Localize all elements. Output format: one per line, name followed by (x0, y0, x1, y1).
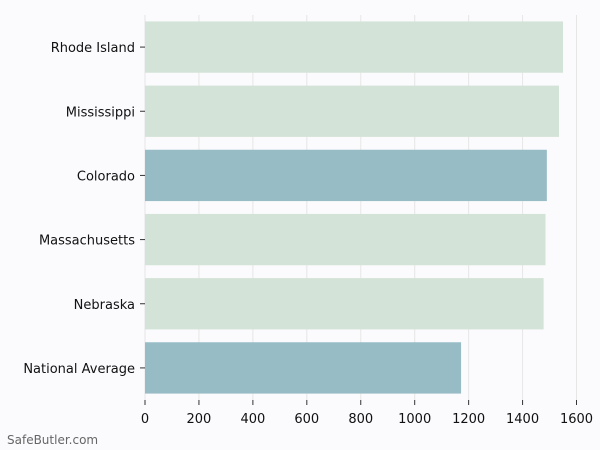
bar (145, 342, 462, 394)
x-tick-label: 1200 (452, 412, 485, 427)
category-label: Rhode Island (51, 41, 135, 56)
x-tick-label: 800 (348, 412, 373, 427)
gridlines (144, 15, 578, 400)
bar (145, 213, 546, 266)
category-label: Mississippi (66, 105, 135, 120)
x-tick-label: 200 (187, 412, 212, 427)
x-tick-label: 1000 (398, 412, 431, 427)
category-label: Massachusetts (39, 234, 135, 249)
x-axis-ticks: 0 200 400 600 800 1000 1200 1400 1600 (141, 400, 593, 427)
category-labels: Rhode Island Mississippi Colorado Massachus… (23, 41, 145, 377)
category-label: Colorado (77, 169, 135, 184)
x-tick-label: 0 (141, 412, 149, 427)
x-tick-label: 1600 (560, 412, 593, 427)
x-tick-label: 400 (240, 412, 265, 427)
bar (145, 149, 547, 202)
category-label: Nebraska (74, 298, 135, 313)
x-tick-label: 600 (294, 412, 319, 427)
watermark: SafeButler.com (7, 433, 99, 447)
bar (145, 85, 559, 137)
category-label: National Average (23, 362, 135, 377)
bars (145, 21, 564, 394)
x-tick-label: 1400 (506, 412, 539, 427)
bar (145, 278, 544, 330)
bar (145, 21, 564, 73)
